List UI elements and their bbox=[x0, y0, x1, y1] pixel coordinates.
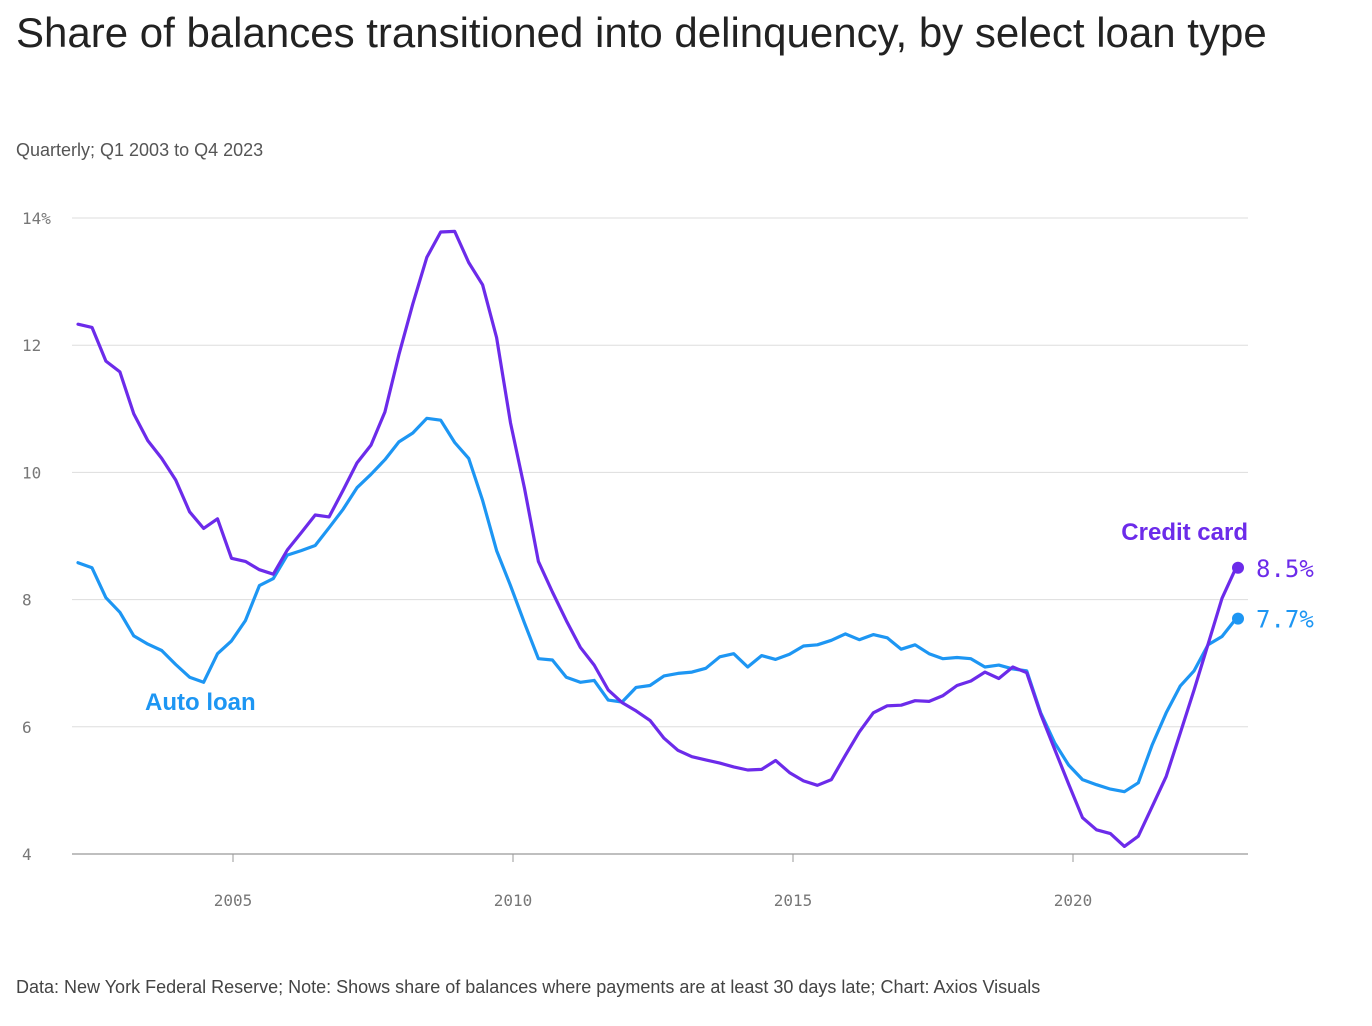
series-lines bbox=[76, 229, 1244, 848]
gridlines bbox=[72, 217, 1248, 855]
y-tick-label: 4 bbox=[22, 845, 32, 864]
end-value-label: 7.7% bbox=[1256, 606, 1314, 634]
x-tick-label: 2010 bbox=[494, 891, 533, 910]
y-tick-label: 10 bbox=[22, 463, 41, 482]
series-line-credit-card bbox=[76, 229, 1238, 848]
y-tick-label: 12 bbox=[22, 336, 41, 355]
y-tick-label: 6 bbox=[22, 718, 32, 737]
end-value-label: 8.5% bbox=[1256, 555, 1314, 583]
chart-footer: Data: New York Federal Reserve; Note: Sh… bbox=[16, 977, 1041, 997]
series-label-auto-loan: Auto loan bbox=[145, 689, 256, 716]
series-line-auto-loan bbox=[76, 416, 1238, 794]
x-tick-label: 2005 bbox=[214, 891, 253, 910]
end-point-credit-card bbox=[1232, 561, 1244, 574]
y-axis-ticks: 4 6 8 10 12 14% bbox=[22, 209, 51, 864]
y-tick-label: 8 bbox=[22, 591, 32, 610]
chart-title: Share of balances transitioned into deli… bbox=[16, 9, 1267, 56]
line-chart: 4 6 8 10 12 14% 2005 2010 2015 2020 7.7% 8.5% Cred… bbox=[22, 209, 1314, 910]
x-tick-label: 2020 bbox=[1054, 891, 1093, 910]
series-labels: 7.7% 8.5% Credit card Auto loan bbox=[145, 519, 1314, 716]
series-label-credit-card: Credit card bbox=[1121, 519, 1248, 546]
x-axis-ticks: 2005 2010 2015 2020 bbox=[214, 854, 1093, 910]
x-tick-label: 2015 bbox=[774, 891, 813, 910]
end-point-auto-loan bbox=[1232, 612, 1244, 625]
y-tick-label: 14% bbox=[22, 209, 51, 228]
chart-subtitle: Quarterly; Q1 2003 to Q4 2023 bbox=[16, 140, 264, 160]
